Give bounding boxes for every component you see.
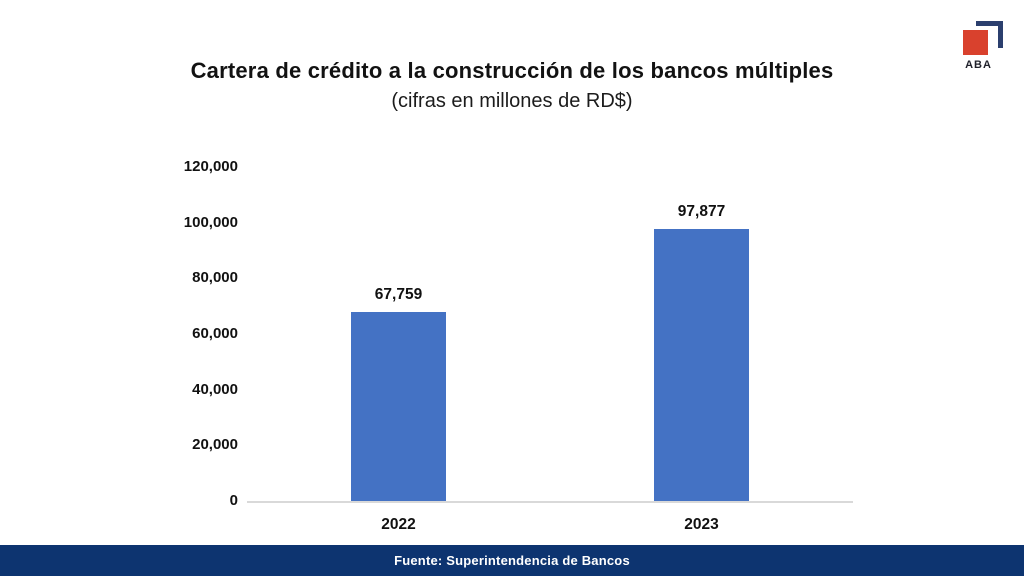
y-axis-tick-label: 120,000	[183, 158, 238, 175]
y-axis-tick-label: 20,000	[192, 436, 238, 454]
aba-logo-mark	[963, 21, 1003, 55]
bar-value-label: 67,759	[374, 286, 423, 304]
logo-red-square-icon	[963, 30, 988, 55]
y-axis-tick-label: 60,000	[192, 325, 238, 342]
x-axis-category-label: 2022	[381, 516, 416, 533]
logo-corner-bracket-icon	[976, 21, 1003, 48]
y-axis-tick-label: 0	[229, 492, 238, 509]
bar-value-label: 97,877	[677, 202, 726, 220]
x-axis-category-label: 2023	[684, 516, 719, 533]
chart-title: Cartera de crédito a la construcción de …	[190, 58, 834, 83]
plot-area: 67,759 2022 97,877 2023	[247, 167, 853, 533]
bar-2023	[654, 228, 749, 501]
y-axis-tick-label: 40,000	[192, 380, 238, 398]
bar-2022	[351, 312, 446, 501]
y-axis-tick-label: 100,000	[183, 213, 238, 231]
source-footer: Fuente: Superintendencia de Bancos	[0, 545, 1024, 576]
aba-logo-text: ABA	[965, 59, 992, 71]
aba-logo: ABA	[963, 21, 1003, 75]
y-axis: 0 20,000 40,000 60,000 80,000 100,000 120,000	[150, 158, 238, 509]
y-axis-tick-label: 80,000	[192, 269, 238, 287]
chart-subtitle: (cifras en millones de RD$)	[391, 90, 633, 112]
